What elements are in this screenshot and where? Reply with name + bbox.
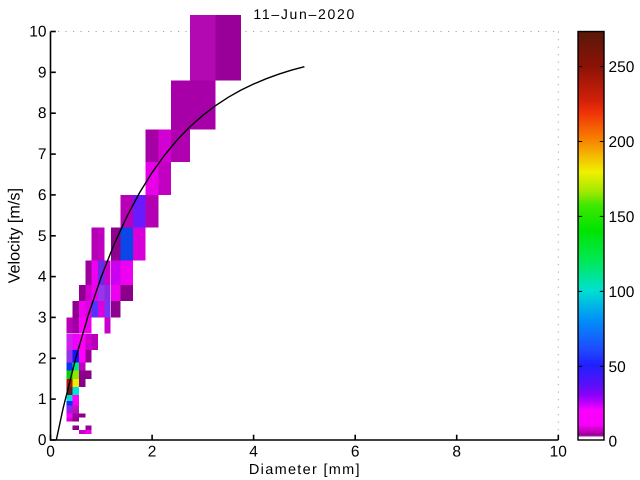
svg-text:250: 250: [609, 59, 635, 76]
svg-text:Diameter [mm]: Diameter [mm]: [249, 462, 361, 478]
svg-text:3: 3: [38, 309, 47, 326]
svg-text:8: 8: [452, 444, 461, 461]
svg-text:100: 100: [609, 284, 635, 301]
svg-text:50: 50: [609, 359, 627, 376]
svg-text:4: 4: [38, 269, 47, 286]
svg-text:0: 0: [46, 444, 55, 461]
svg-text:2: 2: [148, 444, 157, 461]
svg-text:10: 10: [29, 24, 47, 41]
svg-text:6: 6: [351, 444, 360, 461]
svg-text:Velocity [m/s]: Velocity [m/s]: [6, 188, 24, 283]
svg-text:150: 150: [609, 209, 635, 226]
svg-text:200: 200: [609, 134, 635, 151]
svg-text:6: 6: [38, 187, 47, 204]
svg-text:0: 0: [609, 434, 618, 451]
svg-text:8: 8: [38, 105, 47, 122]
svg-text:10: 10: [550, 444, 568, 461]
svg-text:1: 1: [38, 391, 47, 408]
svg-text:7: 7: [38, 146, 47, 163]
svg-text:4: 4: [249, 444, 258, 461]
svg-text:11–Jun–2020: 11–Jun–2020: [253, 6, 356, 22]
svg-text:5: 5: [38, 228, 47, 245]
svg-text:0: 0: [38, 432, 47, 449]
svg-text:2: 2: [38, 350, 47, 367]
svg-text:9: 9: [38, 64, 47, 81]
